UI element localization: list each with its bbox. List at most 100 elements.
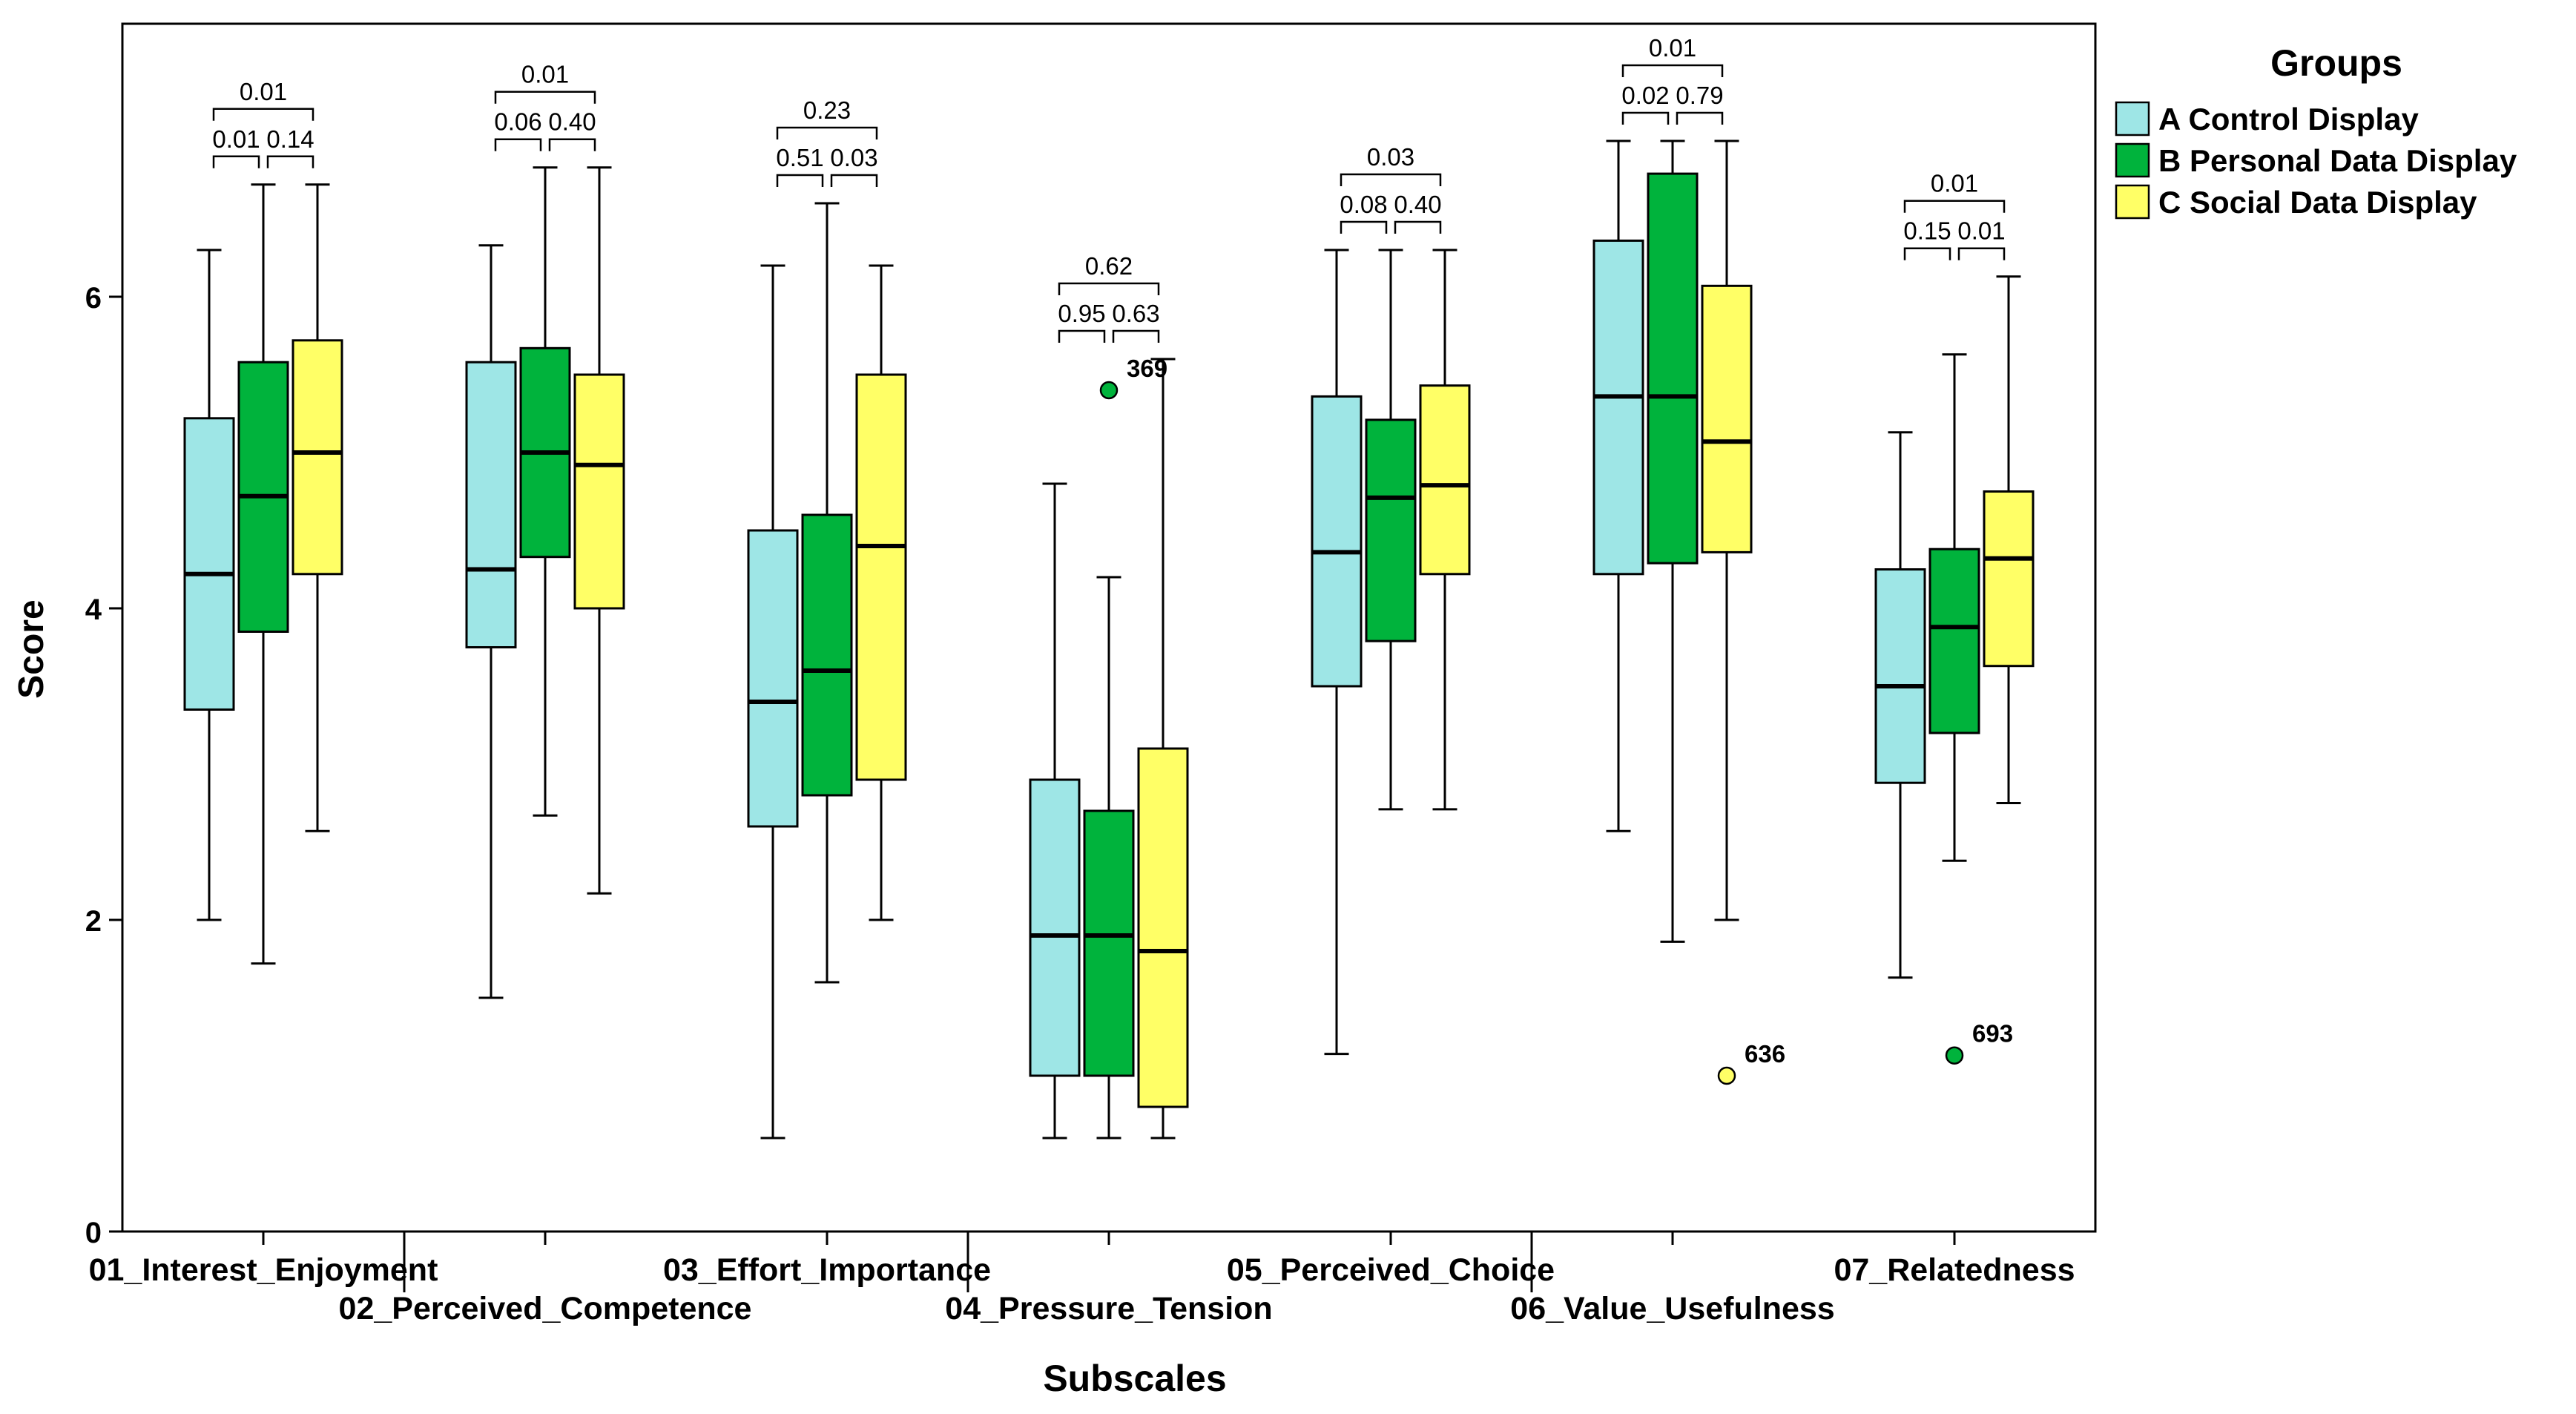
outlier-693: 693 <box>1945 1020 2013 1065</box>
box-iqr <box>747 529 799 828</box>
outlier-label: 369 <box>1127 355 1167 382</box>
box-4-c <box>1137 358 1189 1140</box>
x-tick-label: 01_Interest_Enjoyment <box>89 1252 438 1288</box>
box-iqr <box>573 373 625 610</box>
legend: Groups A Control Display B Personal Data … <box>2115 42 2517 220</box>
bracket-line <box>776 174 824 187</box>
box-6-c <box>1701 139 1753 921</box>
bracket-line <box>830 174 878 187</box>
bracket-bc-6: 0.79 <box>1676 82 1724 125</box>
bracket-ab-5: 0.08 <box>1340 191 1388 234</box>
bracket-ac-4: 0.62 <box>1058 252 1160 295</box>
p-value-label: 0.01 <box>240 78 287 105</box>
box-iqr <box>1029 778 1081 1077</box>
bracket-line <box>1394 220 1442 234</box>
x-axis-label: Subscales <box>1043 1358 1226 1399</box>
box-iqr <box>1365 418 1417 642</box>
box-2-b <box>519 166 571 817</box>
box-iqr <box>1647 172 1699 565</box>
box-iqr <box>801 513 853 797</box>
bracket-bc-3: 0.03 <box>830 144 878 187</box>
axes: 0 2 4 6 01_Interest_Enjoyment02_Perceived_Co… <box>85 282 2075 1326</box>
bracket-ab-7: 0.15 <box>1903 217 1951 260</box>
legend-entry-a: A Control Display <box>2115 101 2419 137</box>
x-tick-label: 06_Value_Usefulness <box>1510 1291 1834 1326</box>
p-value-label: 0.06 <box>494 108 541 136</box>
bracket-ac-3: 0.23 <box>776 96 878 139</box>
legend-label: B Personal Data Display <box>2158 143 2517 178</box>
y-tick-label: 4 <box>85 593 102 626</box>
bracket-line <box>266 155 314 168</box>
bracket-ab-4: 0.95 <box>1058 300 1106 343</box>
outlier-label: 636 <box>1745 1040 1785 1068</box>
outlier-636: 636 <box>1717 1040 1785 1085</box>
legend-entry-b: B Personal Data Display <box>2115 142 2517 178</box>
bracket-ac-1: 0.01 <box>212 78 314 121</box>
legend-swatch <box>2115 184 2150 220</box>
bracket-ac-2: 0.01 <box>494 61 596 104</box>
p-value-label: 0.14 <box>266 125 314 153</box>
bracket-line <box>548 138 596 151</box>
p-value-label: 0.62 <box>1085 252 1133 280</box>
box-5-b <box>1365 249 1417 811</box>
y-tick-label: 6 <box>85 282 102 315</box>
bracket-bc-1: 0.14 <box>266 125 314 168</box>
box-7-b <box>1928 353 1980 862</box>
bracket-ac-6: 0.01 <box>1621 34 1724 77</box>
p-value-label: 0.01 <box>212 125 260 153</box>
x-tick-label: 03_Effort_Importance <box>663 1252 991 1288</box>
bracket-line <box>1340 220 1388 234</box>
bracket-bc-2: 0.40 <box>548 108 596 151</box>
bracket-line <box>212 108 314 121</box>
box-iqr <box>1083 809 1135 1077</box>
p-value-label: 0.08 <box>1340 191 1387 218</box>
p-value-label: 0.03 <box>830 144 877 171</box>
box-1-b <box>237 183 289 965</box>
y-tick-6: 6 <box>85 282 122 315</box>
significance-brackets: 0.01 0.140.010.06 0.400.010.51 0.030.230.95… <box>212 34 2006 343</box>
p-value-label: 0.02 <box>1621 82 1669 109</box>
box-iqr <box>1701 284 1753 553</box>
box-iqr <box>291 339 343 576</box>
bracket-line <box>776 126 878 139</box>
x-tick-6: 06_Value_Usefulness <box>1510 1232 1835 1326</box>
y-tick-0: 0 <box>85 1217 122 1249</box>
x-tick-7: 07_Relatedness <box>1834 1232 2075 1288</box>
p-value-label: 0.01 <box>1649 34 1696 62</box>
p-value-label: 0.01 <box>521 61 569 88</box>
box-6-b <box>1647 139 1699 943</box>
bracket-ab-3: 0.51 <box>776 144 824 187</box>
p-value-label: 0.63 <box>1112 300 1159 327</box>
box-iqr <box>1311 395 1363 688</box>
p-value-label: 0.40 <box>548 108 596 136</box>
box-iqr <box>1928 547 1980 734</box>
box-3-b <box>801 202 853 984</box>
box-1-a <box>183 249 235 921</box>
y-axis-label: Score <box>12 599 51 698</box>
legend-title: Groups <box>2270 42 2402 84</box>
x-tick-5: 05_Perceived_Choice <box>1227 1232 1555 1288</box>
y-tick-label: 0 <box>85 1217 102 1249</box>
p-value-label: 0.01 <box>1931 170 1978 197</box>
box-7-a <box>1874 431 1926 979</box>
bracket-bc-4: 0.63 <box>1112 300 1160 343</box>
box-6-a <box>1592 139 1644 832</box>
box-1-c <box>291 183 343 832</box>
p-value-label: 0.23 <box>803 96 851 124</box>
x-tick-3: 03_Effort_Importance <box>663 1232 991 1288</box>
box-2-c <box>573 166 625 895</box>
y-tick-4: 4 <box>85 593 122 626</box>
box-iqr <box>465 361 517 648</box>
p-value-label: 0.95 <box>1058 300 1105 327</box>
bracket-line <box>494 91 596 104</box>
boxes-layer: 369 636 693 <box>183 139 2035 1140</box>
box-iqr <box>1592 239 1644 576</box>
bracket-line <box>1621 111 1670 125</box>
bracket-bc-7: 0.01 <box>1957 217 2006 260</box>
p-value-label: 0.03 <box>1367 143 1414 171</box>
outlier-label: 693 <box>1972 1020 2013 1048</box>
bracket-line <box>1903 247 1951 260</box>
p-value-label: 0.15 <box>1903 217 1951 245</box>
legend-label: A Control Display <box>2158 102 2419 137</box>
